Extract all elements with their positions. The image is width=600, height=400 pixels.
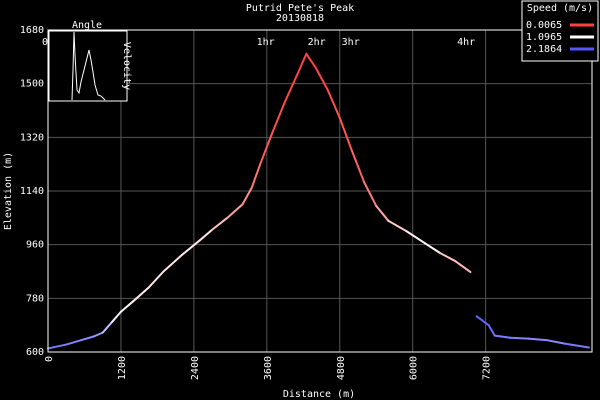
x-tick-label: 4800 xyxy=(336,356,347,380)
series-segment xyxy=(350,149,366,184)
chart-title: Putrid Pete's Peak xyxy=(246,3,354,14)
series-segment xyxy=(101,321,113,334)
series-segment xyxy=(259,130,274,164)
time-marker-label: 2hr xyxy=(308,37,326,48)
legend-entry-label: 1.0965 xyxy=(526,32,562,43)
x-axis-label: Distance (m) xyxy=(283,389,355,400)
series-segment xyxy=(180,239,201,257)
inset-angle-label: Angle xyxy=(72,20,102,31)
series-segment xyxy=(493,334,511,339)
series-segment xyxy=(563,342,590,349)
inset-plot: Angle Velocity xyxy=(48,20,132,102)
series-segment xyxy=(226,203,244,219)
series-segment xyxy=(296,52,308,76)
time-marker-label: 4hr xyxy=(457,37,475,48)
series-segment xyxy=(314,66,329,91)
legend-title: Speed (m/s) xyxy=(527,3,593,14)
series-segment xyxy=(387,219,408,233)
series-segment xyxy=(338,116,353,152)
y-tick-label: 1680 xyxy=(20,25,44,36)
x-tick-label: 3600 xyxy=(263,356,274,380)
series-segment xyxy=(439,252,457,263)
x-axis-ticks: 0 1200 2400 3600 4800 6000 7200 xyxy=(44,356,493,380)
series-segment xyxy=(284,73,299,103)
series-segment xyxy=(92,331,104,338)
series-segment xyxy=(147,270,165,289)
series-segment xyxy=(508,336,530,340)
series-segment xyxy=(241,187,253,206)
series-segment xyxy=(305,52,317,69)
elevation-series xyxy=(475,315,590,349)
series-segment xyxy=(271,100,287,133)
y-tick-label: 960 xyxy=(26,240,44,251)
plot-frame xyxy=(47,29,593,353)
y-axis-ticks: 600 780 960 1140 1320 1500 1680 xyxy=(20,25,44,358)
series-segment xyxy=(326,88,341,119)
time-marker-label: 1hr xyxy=(257,37,275,48)
series-segment xyxy=(211,216,229,231)
x-tick-label: 2400 xyxy=(190,356,201,380)
x-tick-label: 0 xyxy=(44,356,55,362)
series-segment xyxy=(47,343,68,350)
series-segment xyxy=(527,337,548,342)
legend-box xyxy=(521,0,599,62)
legend-entry-label: 0.0065 xyxy=(526,20,562,31)
x-tick-label: 7200 xyxy=(482,356,493,380)
series-segment xyxy=(454,260,472,274)
series-segment xyxy=(162,254,183,273)
time-marker-label: 3hr xyxy=(342,37,360,48)
y-tick-label: 1320 xyxy=(20,132,44,143)
y-tick-label: 1500 xyxy=(20,79,44,90)
series-segment xyxy=(405,230,426,245)
chart-subtitle: 20130818 xyxy=(276,13,324,24)
series-segment xyxy=(375,204,390,222)
series-layer xyxy=(47,52,590,350)
y-tick-label: 1140 xyxy=(20,186,44,197)
series-segment xyxy=(65,339,83,346)
series-segment xyxy=(250,161,262,190)
series-segment xyxy=(110,310,122,324)
elevation-series xyxy=(47,52,472,350)
series-segment xyxy=(363,181,378,207)
series-segment xyxy=(487,324,496,337)
y-tick-label: 780 xyxy=(26,293,44,304)
y-axis-label: Elevation (m) xyxy=(3,152,14,230)
y-tick-label: 600 xyxy=(26,347,44,358)
series-segment xyxy=(475,315,490,327)
inset-curve xyxy=(71,31,106,101)
x-tick-label: 6000 xyxy=(409,356,420,380)
series-segment xyxy=(545,339,566,345)
x-tick-label: 1200 xyxy=(117,356,128,380)
series-segment xyxy=(119,300,135,313)
inset-frame xyxy=(48,30,128,102)
series-segment xyxy=(423,242,442,255)
legend-entry-label: 2.1864 xyxy=(526,44,562,55)
series-segment xyxy=(80,335,95,342)
series-segment xyxy=(132,286,150,303)
inset-velocity-label: Velocity xyxy=(121,42,132,90)
series-segment xyxy=(198,228,214,242)
